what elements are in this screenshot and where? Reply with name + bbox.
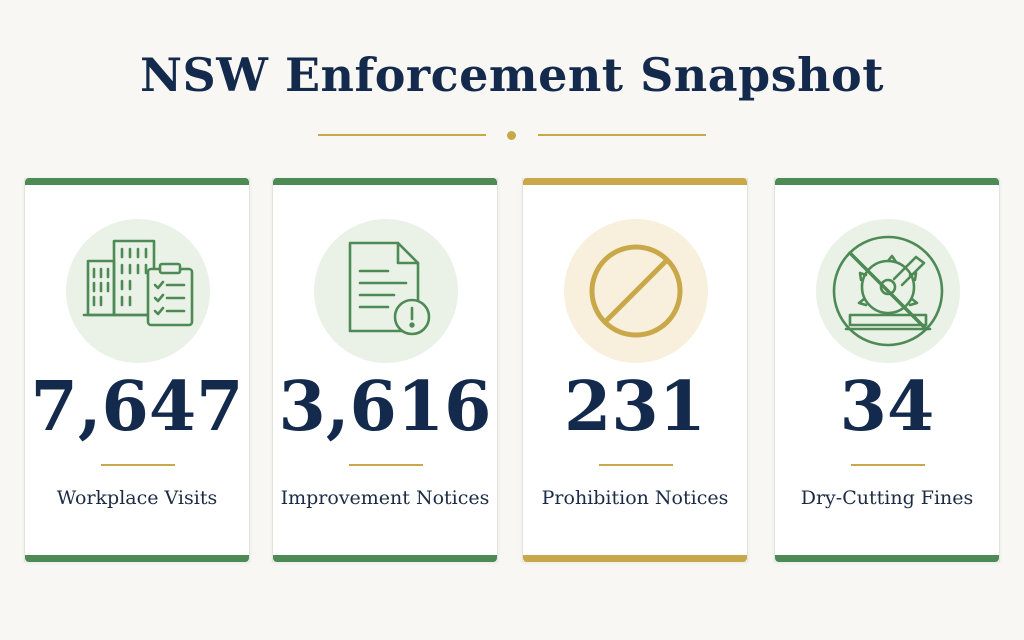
stat-card-prohibition-notices: 231 Prohibition Notices bbox=[522, 178, 748, 562]
card-bottom-bar bbox=[523, 555, 747, 562]
divider-line-left bbox=[318, 134, 486, 136]
card-top-bar bbox=[273, 178, 497, 185]
stat-card-workplace-visits: 7,647 Workplace Visits bbox=[24, 178, 250, 562]
card-top-bar bbox=[523, 178, 747, 185]
card-top-bar bbox=[25, 178, 249, 185]
stat-underline bbox=[101, 464, 175, 466]
card-bottom-bar bbox=[273, 555, 497, 562]
page-title: NSW Enforcement Snapshot bbox=[140, 48, 884, 102]
stat-underline bbox=[599, 464, 673, 466]
stat-value: 34 bbox=[839, 367, 935, 447]
stat-value: 3,616 bbox=[278, 367, 492, 447]
stat-card-improvement-notices: 3,616 Improvement Notices bbox=[272, 178, 498, 562]
stat-label: Workplace Visits bbox=[56, 487, 218, 509]
buildings-checklist-icon bbox=[66, 219, 210, 363]
card-top-bar bbox=[775, 178, 999, 185]
stat-label: Improvement Notices bbox=[280, 487, 490, 509]
stat-underline bbox=[349, 464, 423, 466]
prohibition-icon bbox=[564, 219, 708, 363]
title-divider bbox=[318, 130, 706, 140]
stat-value: 7,647 bbox=[30, 367, 244, 447]
stat-underline bbox=[851, 464, 925, 466]
stat-value: 231 bbox=[564, 367, 706, 447]
stat-label: Prohibition Notices bbox=[541, 487, 729, 509]
no-saw-icon bbox=[816, 219, 960, 363]
card-bottom-bar bbox=[775, 555, 999, 562]
card-bottom-bar bbox=[25, 555, 249, 562]
divider-dot bbox=[507, 131, 516, 140]
divider-line-right bbox=[538, 134, 706, 136]
stat-label: Dry-Cutting Fines bbox=[800, 487, 974, 509]
stat-card-dry-cutting-fines: 34 Dry-Cutting Fines bbox=[774, 178, 1000, 562]
document-warning-icon bbox=[314, 219, 458, 363]
